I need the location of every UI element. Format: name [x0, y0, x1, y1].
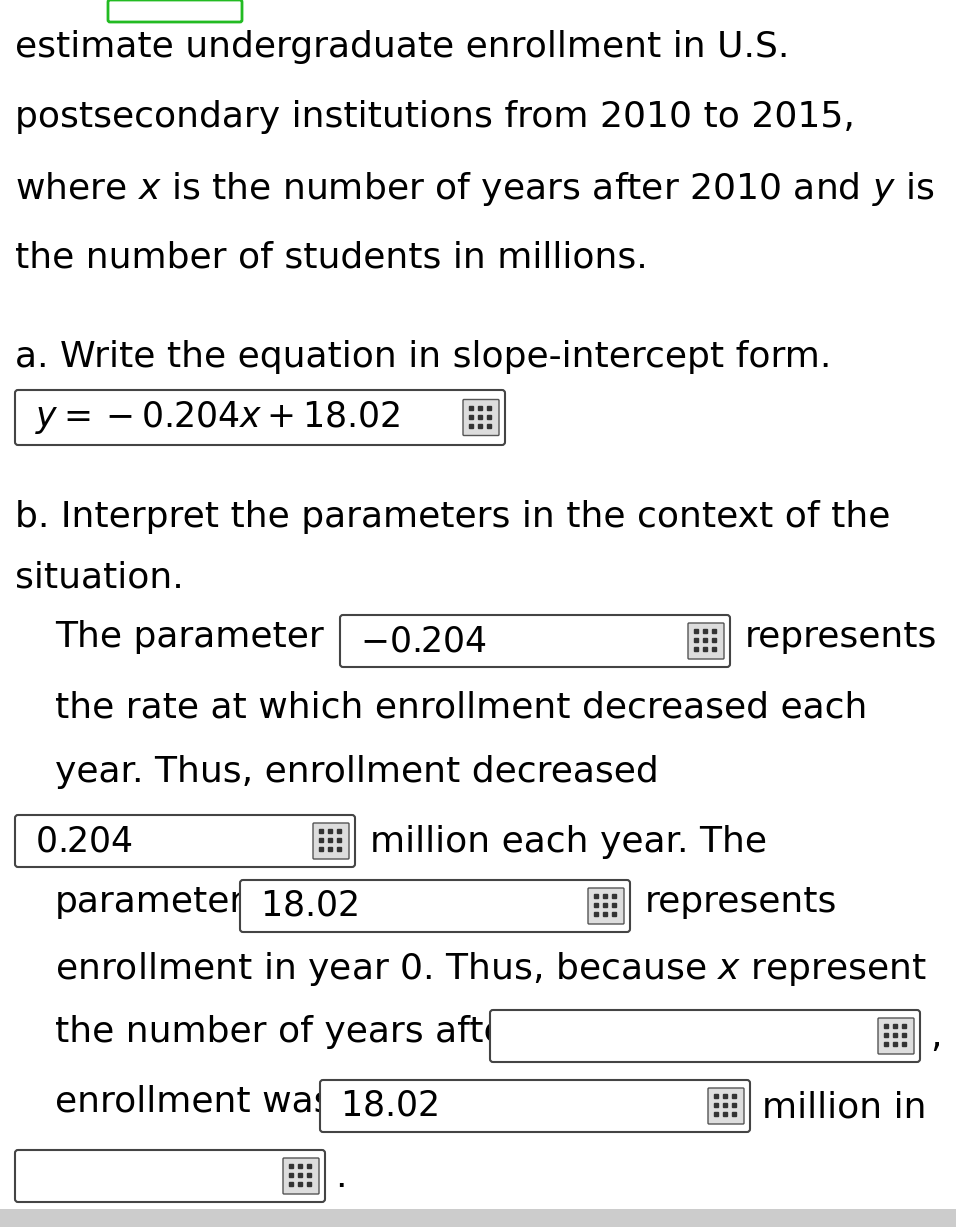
FancyBboxPatch shape	[320, 1080, 750, 1133]
FancyBboxPatch shape	[688, 623, 724, 659]
FancyBboxPatch shape	[463, 400, 499, 436]
Text: $18.02$: $18.02$	[260, 890, 358, 923]
FancyBboxPatch shape	[283, 1158, 319, 1194]
Text: $-0.204$: $-0.204$	[360, 625, 487, 658]
Text: situation.: situation.	[15, 560, 184, 594]
Text: the rate at which enrollment decreased each: the rate at which enrollment decreased e…	[55, 690, 867, 724]
Text: parameter: parameter	[55, 885, 246, 919]
FancyBboxPatch shape	[15, 390, 505, 445]
Text: the number of students in millions.: the number of students in millions.	[15, 240, 648, 274]
FancyBboxPatch shape	[340, 615, 730, 667]
Text: ,: ,	[930, 1020, 942, 1054]
FancyBboxPatch shape	[708, 1088, 744, 1124]
Text: the number of years after: the number of years after	[55, 1015, 520, 1049]
FancyBboxPatch shape	[15, 1150, 325, 1202]
Text: .: .	[335, 1160, 346, 1194]
Text: year. Thus, enrollment decreased: year. Thus, enrollment decreased	[55, 755, 659, 789]
Text: estimate undergraduate enrollment in U.S.: estimate undergraduate enrollment in U.S…	[15, 29, 790, 64]
Text: a. Write the equation in slope-intercept form.: a. Write the equation in slope-intercept…	[15, 340, 832, 374]
Text: postsecondary institutions from 2010 to 2015,: postsecondary institutions from 2010 to …	[15, 99, 855, 134]
FancyBboxPatch shape	[240, 880, 630, 933]
FancyBboxPatch shape	[490, 1010, 920, 1063]
Text: represents: represents	[645, 885, 837, 919]
FancyBboxPatch shape	[15, 815, 355, 867]
Text: million in: million in	[762, 1090, 926, 1124]
FancyBboxPatch shape	[878, 1018, 914, 1054]
Text: enrollment in year 0. Thus, because $x$ represent: enrollment in year 0. Thus, because $x$ …	[55, 950, 927, 988]
FancyBboxPatch shape	[588, 888, 624, 924]
Text: The parameter: The parameter	[55, 620, 324, 654]
Text: $0.204$: $0.204$	[35, 825, 133, 858]
Text: $y = -0.204x + 18.02$: $y = -0.204x + 18.02$	[35, 399, 401, 436]
Text: $18.02$: $18.02$	[340, 1090, 438, 1123]
FancyBboxPatch shape	[313, 823, 349, 859]
Text: represents: represents	[745, 620, 938, 654]
FancyBboxPatch shape	[108, 0, 242, 22]
Text: million each year. The: million each year. The	[370, 825, 767, 859]
FancyBboxPatch shape	[0, 1209, 956, 1227]
Text: b. Interpret the parameters in the context of the: b. Interpret the parameters in the conte…	[15, 499, 890, 534]
Text: enrollment was: enrollment was	[55, 1085, 333, 1119]
Text: where $x$ is the number of years after 2010 and $y$ is: where $x$ is the number of years after 2…	[15, 171, 934, 209]
